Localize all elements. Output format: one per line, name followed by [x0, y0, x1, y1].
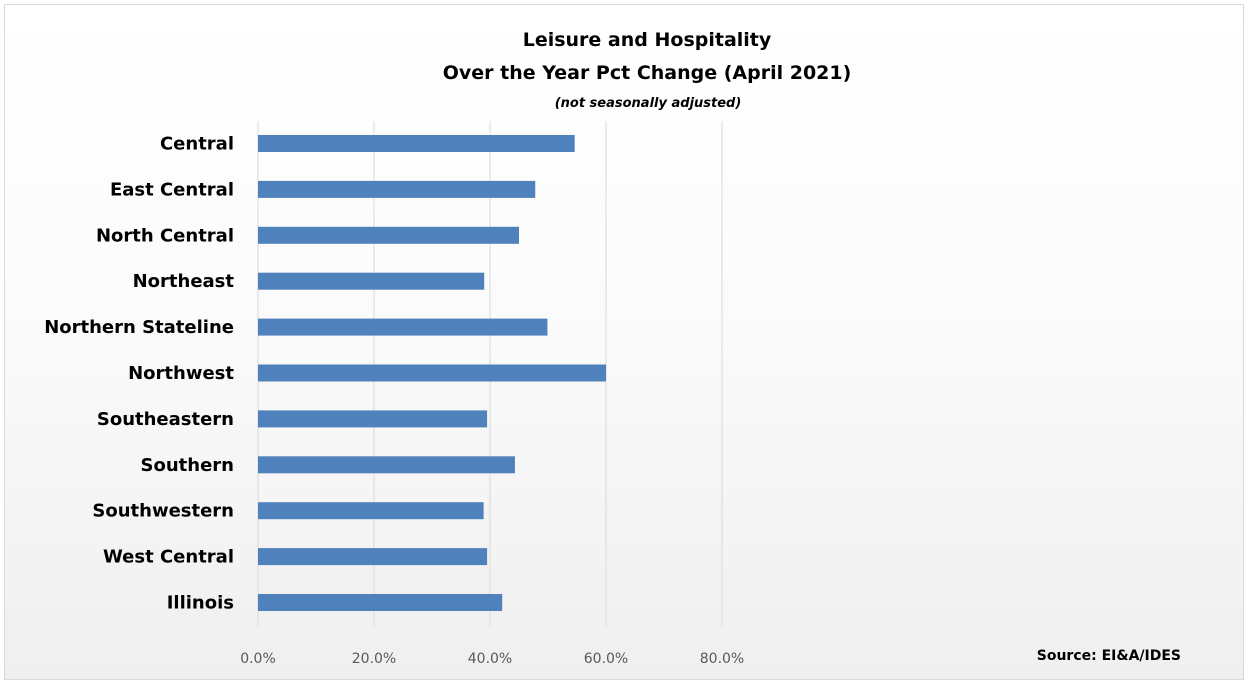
bar	[258, 272, 485, 290]
category-label: East Central	[110, 179, 234, 200]
category-label: Illinois	[167, 593, 234, 614]
category-label: Northern Stateline	[44, 317, 234, 338]
bar	[258, 318, 548, 336]
source-note: Source: EI&A/IDES	[1037, 648, 1181, 664]
x-tick-label: 0.0%	[240, 651, 276, 667]
x-tick-label: 40.0%	[468, 651, 512, 667]
bar	[258, 456, 515, 474]
x-tick-labels: 0.0% 20.0% 40.0% 60.0% 80.0%	[240, 651, 744, 667]
x-tick-label: 20.0%	[352, 651, 396, 667]
category-label: Central	[160, 134, 234, 155]
category-label: Southwestern	[92, 501, 234, 522]
category-label: Northwest	[128, 363, 234, 384]
chart-title: Leisure and Hospitality	[523, 29, 772, 51]
category-label: West Central	[103, 547, 234, 568]
x-tick-label: 60.0%	[584, 651, 628, 667]
bar	[258, 364, 606, 382]
category-label: Southeastern	[97, 409, 234, 430]
category-label: Northeast	[133, 271, 235, 292]
chart-frame	[4, 4, 1244, 680]
category-label: Southern	[141, 455, 234, 476]
bar	[258, 548, 488, 566]
bars	[258, 135, 606, 611]
bar	[258, 180, 536, 198]
bar	[258, 410, 488, 428]
category-labels: Central East Central North Central Northeas…	[44, 134, 234, 614]
chart-subtitle: (not seasonally adjusted)	[555, 96, 742, 111]
x-tick-label: 80.0%	[700, 651, 744, 667]
category-label: North Central	[96, 225, 234, 246]
bar	[258, 594, 503, 611]
bar	[258, 502, 484, 520]
bar	[258, 226, 519, 244]
chart-title-line2: Over the Year Pct Change (April 2021)	[443, 62, 852, 84]
bar	[258, 135, 575, 152]
